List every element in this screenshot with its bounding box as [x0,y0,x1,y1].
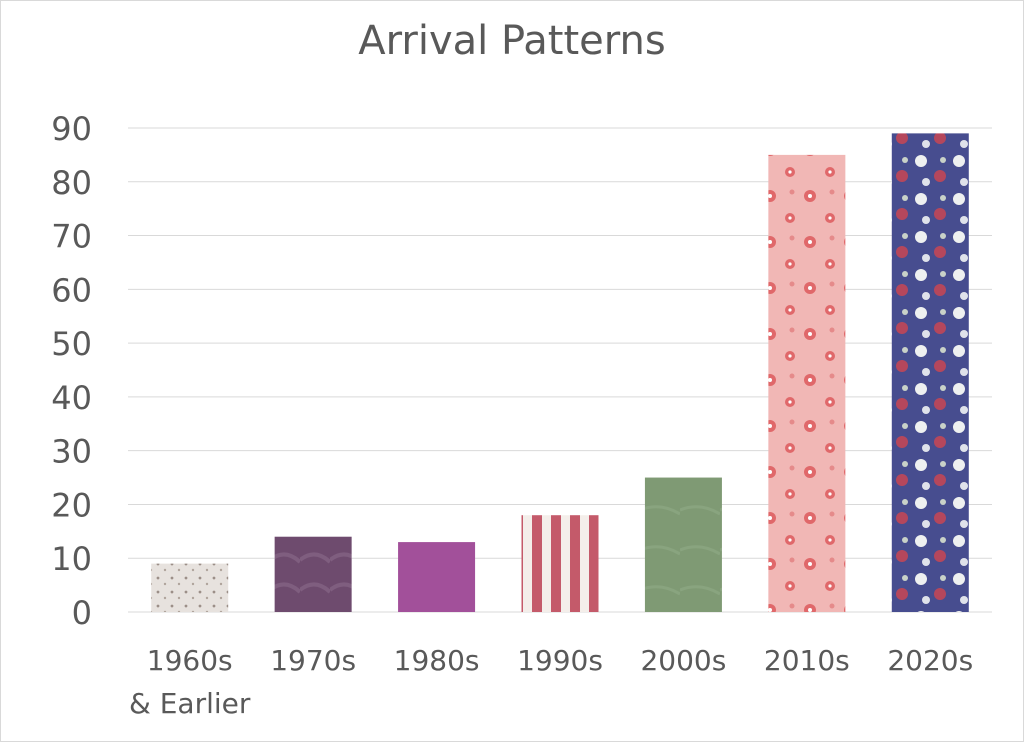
bar [891,133,969,612]
y-tick-label: 20 [51,486,92,524]
y-tick-label: 40 [51,379,92,417]
y-tick-label: 80 [51,164,92,202]
x-tick-label: 1990s [517,644,603,677]
x-tick-label: 1980s [394,644,480,677]
x-tick-label: & Earlier [129,687,251,720]
x-tick-label: 1970s [270,644,356,677]
y-tick-label: 0 [72,594,92,632]
y-tick-label: 50 [51,325,92,363]
bar [521,515,599,612]
x-tick-label: 2020s [887,644,973,677]
bar [644,477,722,612]
chart-title: Arrival Patterns [358,18,666,64]
bar [768,154,846,612]
bar [274,536,352,612]
bar [398,542,476,612]
y-tick-label: 10 [51,540,92,578]
x-tick-label: 2010s [764,644,850,677]
x-tick-label: 2000s [640,644,726,677]
bar [151,563,229,612]
x-tick-label: 1960s [147,644,233,677]
y-tick-label: 70 [51,218,92,256]
y-tick-label: 90 [51,110,92,148]
y-tick-label: 60 [51,271,92,309]
y-tick-label: 30 [51,433,92,471]
